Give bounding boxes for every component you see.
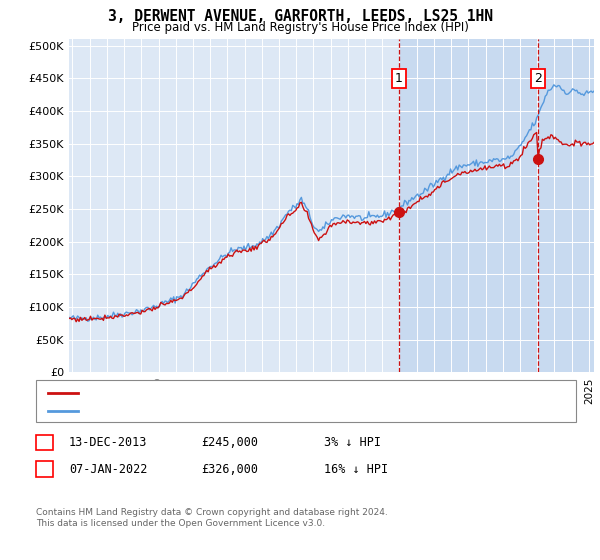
Text: 1: 1 [395,72,403,85]
Text: HPI: Average price, detached house, Leeds: HPI: Average price, detached house, Leed… [84,407,340,416]
Text: 07-JAN-2022: 07-JAN-2022 [69,463,148,476]
Text: £326,000: £326,000 [201,463,258,476]
Text: 2: 2 [41,463,48,476]
Text: 16% ↓ HPI: 16% ↓ HPI [324,463,388,476]
Text: Price paid vs. HM Land Registry's House Price Index (HPI): Price paid vs. HM Land Registry's House … [131,21,469,34]
Text: 1: 1 [41,436,48,449]
Bar [399,39,600,372]
Text: 13-DEC-2013: 13-DEC-2013 [69,436,148,449]
Text: 3, DERWENT AVENUE, GARFORTH, LEEDS, LS25 1HN: 3, DERWENT AVENUE, GARFORTH, LEEDS, LS25… [107,9,493,24]
Text: 3, DERWENT AVENUE, GARFORTH, LEEDS, LS25 1HN (detached house): 3, DERWENT AVENUE, GARFORTH, LEEDS, LS25… [84,388,465,398]
Text: 3% ↓ HPI: 3% ↓ HPI [324,436,381,449]
Text: £245,000: £245,000 [201,436,258,449]
Text: 2: 2 [534,72,542,85]
Text: Contains HM Land Registry data © Crown copyright and database right 2024.
This d: Contains HM Land Registry data © Crown c… [36,508,388,528]
